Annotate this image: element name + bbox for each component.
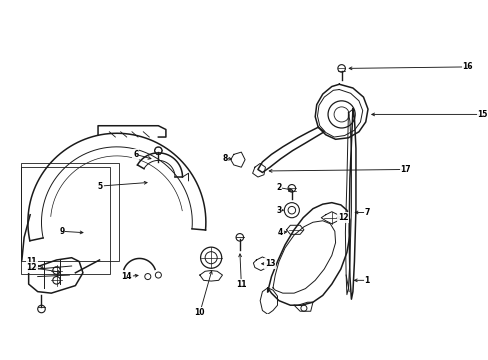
Text: 4: 4 — [277, 228, 283, 237]
Text: 10: 10 — [194, 308, 204, 317]
Text: 8: 8 — [222, 154, 227, 163]
Text: 9: 9 — [59, 227, 64, 236]
Text: 11: 11 — [236, 280, 246, 289]
Text: 1: 1 — [364, 276, 369, 285]
Text: 6: 6 — [133, 150, 138, 159]
Text: 5: 5 — [98, 181, 102, 190]
Text: 12: 12 — [26, 263, 37, 272]
Text: 7: 7 — [364, 208, 369, 217]
Text: 14: 14 — [121, 272, 132, 281]
Bar — [21, 163, 119, 261]
Text: 3: 3 — [276, 206, 281, 215]
Text: 11: 11 — [26, 257, 37, 266]
Text: 13: 13 — [264, 259, 275, 268]
Text: 17: 17 — [400, 165, 410, 174]
Text: 2: 2 — [276, 183, 281, 192]
Text: 12: 12 — [337, 213, 347, 222]
Text: 15: 15 — [476, 110, 487, 119]
Text: 16: 16 — [461, 62, 472, 71]
Bar — [21, 167, 110, 274]
